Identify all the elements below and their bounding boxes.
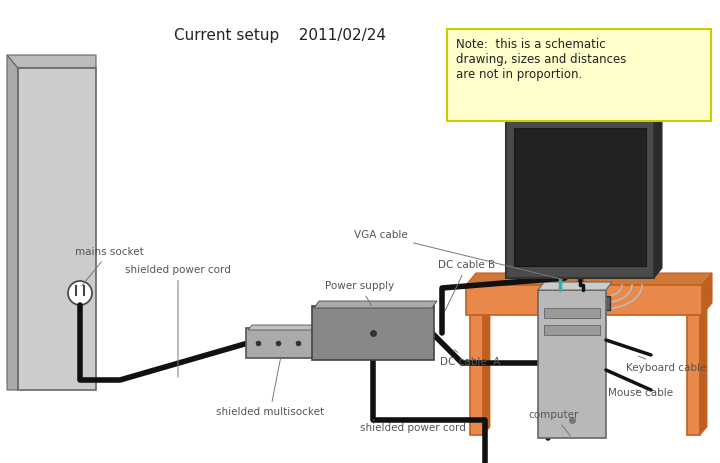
Text: Current setup    2011/02/24: Current setup 2011/02/24: [174, 28, 386, 43]
Bar: [544, 308, 600, 318]
Text: shielded power cord: shielded power cord: [360, 420, 466, 433]
Text: Power supply: Power supply: [325, 281, 395, 306]
Polygon shape: [466, 273, 712, 285]
Circle shape: [68, 281, 92, 305]
Bar: [687, 315, 700, 435]
Bar: [18, 68, 96, 390]
Text: shielded power cord: shielded power cord: [125, 265, 231, 377]
Text: Mouse cable: Mouse cable: [608, 388, 673, 398]
Polygon shape: [483, 307, 490, 435]
FancyBboxPatch shape: [246, 328, 316, 358]
Text: Keyboard cable: Keyboard cable: [626, 356, 706, 373]
Polygon shape: [248, 325, 318, 330]
Text: VGA cable: VGA cable: [354, 230, 562, 279]
Bar: [538, 290, 606, 438]
Text: mains socket: mains socket: [75, 247, 144, 286]
FancyBboxPatch shape: [312, 306, 434, 360]
Text: DC cable  A: DC cable A: [440, 350, 500, 367]
Text: DC cable B: DC cable B: [438, 260, 495, 311]
Bar: [544, 325, 600, 335]
Bar: [470, 315, 483, 435]
Polygon shape: [538, 282, 612, 290]
FancyBboxPatch shape: [447, 29, 711, 121]
Polygon shape: [700, 307, 707, 435]
Polygon shape: [7, 55, 18, 390]
Text: Note:  this is a schematic
drawing, sizes and distances
are not in proportion.: Note: this is a schematic drawing, sizes…: [456, 38, 626, 81]
Polygon shape: [314, 301, 437, 308]
Polygon shape: [702, 273, 712, 315]
Bar: [550, 296, 610, 310]
Polygon shape: [506, 110, 662, 120]
Text: shielded multisocket: shielded multisocket: [216, 359, 324, 417]
Text: computer: computer: [528, 410, 579, 436]
Polygon shape: [7, 55, 96, 68]
Polygon shape: [654, 110, 662, 278]
Bar: [466, 285, 702, 315]
Bar: [514, 128, 646, 266]
Bar: [506, 120, 654, 278]
